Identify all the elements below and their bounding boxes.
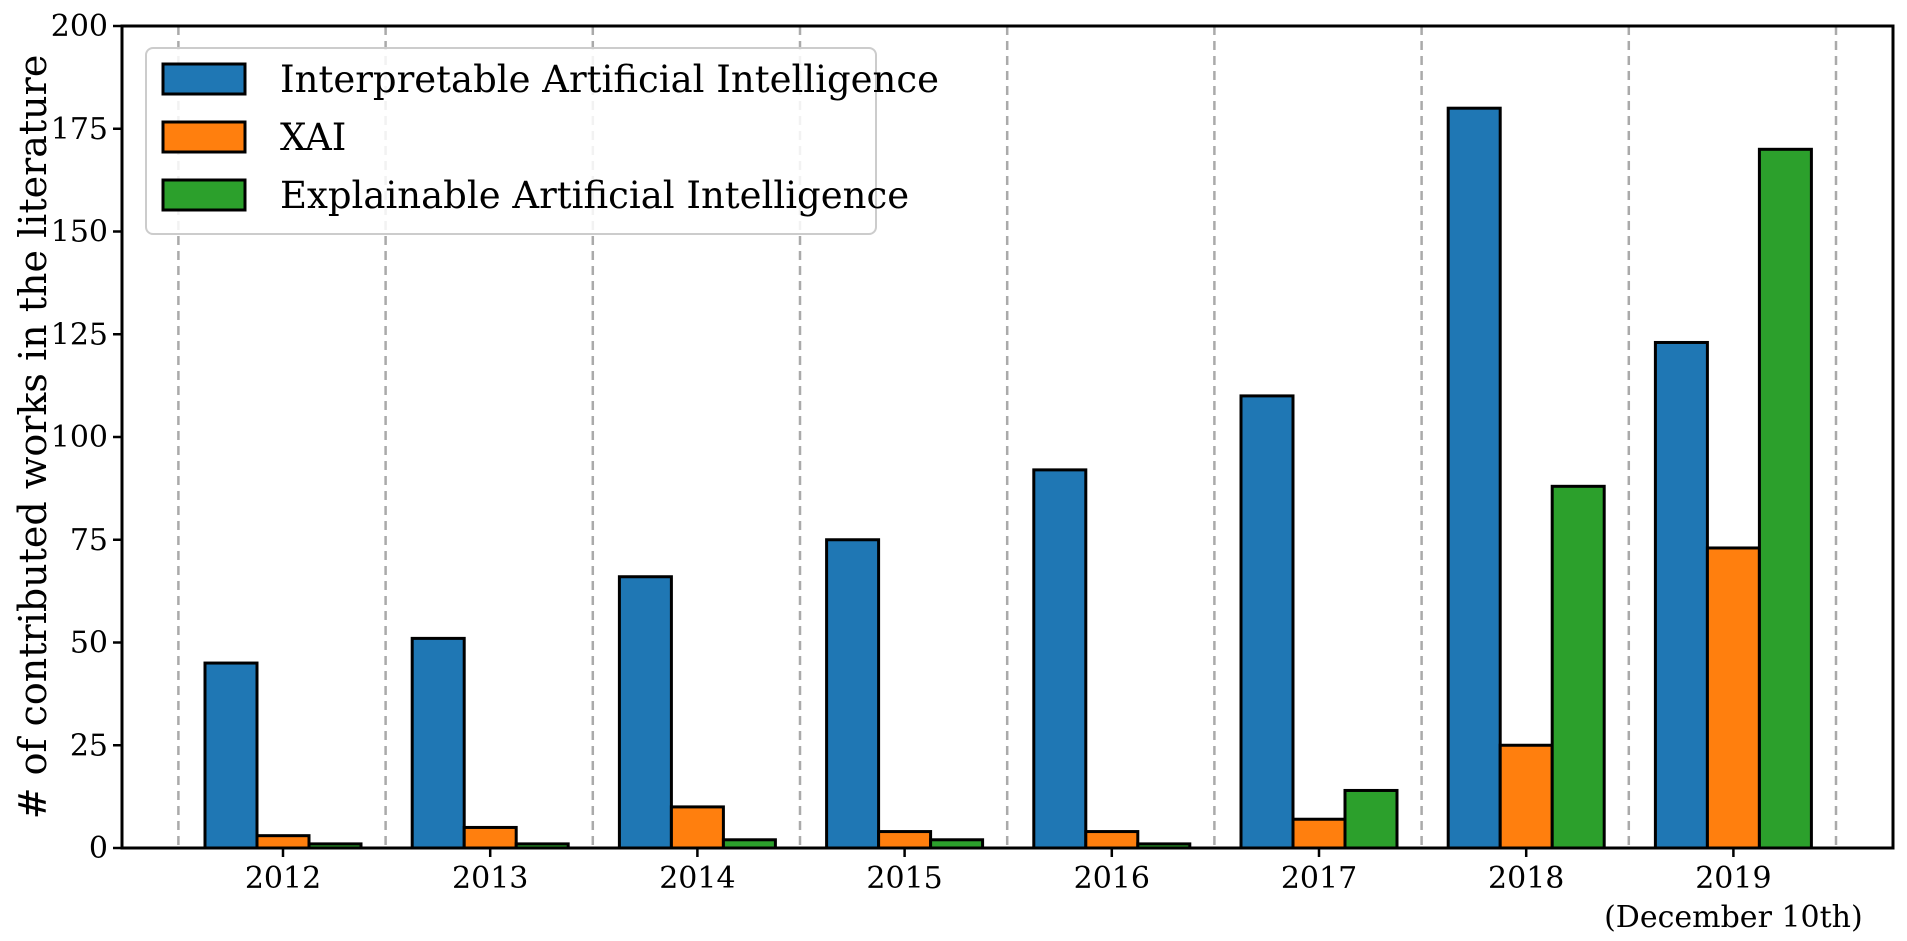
bar-interpretable-artificial-intelligence-2017	[1239, 394, 1295, 850]
bar-xai-2013	[462, 825, 518, 850]
x-tick-sublabel: (December 10th)	[1604, 900, 1863, 935]
bar-xai-2012	[255, 834, 311, 850]
y-tick-label: 200	[51, 9, 108, 44]
legend-swatch	[161, 178, 247, 212]
x-tick-label: 2016	[1074, 861, 1150, 896]
bar-interpretable-artificial-intelligence-2018	[1446, 106, 1502, 850]
bar-interpretable-artificial-intelligence-2016	[1032, 468, 1088, 850]
bar-interpretable-artificial-intelligence-2013	[410, 636, 466, 850]
y-tick-label: 175	[51, 112, 108, 147]
bar-xai-2015	[877, 830, 933, 850]
y-tick-label: 75	[70, 523, 108, 558]
x-tick-label: 2019	[1695, 861, 1771, 896]
legend-label: Interpretable Artificial Intelligence	[280, 58, 939, 101]
x-tick-label: 2015	[866, 861, 942, 896]
bar-interpretable-artificial-intelligence-2012	[203, 661, 259, 850]
y-axis-label: # of contributed works in the literature	[11, 55, 55, 820]
bar-interpretable-artificial-intelligence-2019	[1653, 340, 1709, 850]
legend: Interpretable Artificial Intelligence XAI…	[145, 47, 939, 235]
x-tick-label: 2013	[452, 861, 528, 896]
bar-interpretable-artificial-intelligence-2015	[825, 538, 881, 850]
x-axis: 2012 2013 2014 2015 2016 2017 2018 2019 (Decembe…	[245, 848, 1863, 935]
y-tick-label: 50	[70, 626, 108, 661]
bar-marks	[203, 106, 1813, 850]
y-tick-label: 0	[89, 831, 108, 866]
bar-explainable-artificial-intelligence-2017	[1343, 788, 1399, 850]
bar-xai-2017	[1291, 817, 1347, 850]
x-tick-label: 2017	[1281, 861, 1357, 896]
bar-interpretable-artificial-intelligence-2014	[617, 575, 673, 850]
y-tick-label: 100	[51, 420, 108, 455]
y-tick-label: 150	[51, 215, 108, 250]
legend-swatch	[161, 62, 247, 96]
y-tick-label: 25	[70, 728, 108, 763]
y-tick-label: 125	[51, 317, 108, 352]
y-axis: 0 25 50 75 100 125 150 175 200	[51, 9, 122, 866]
bar-xai-2016	[1084, 830, 1140, 850]
legend-label: Explainable Artificial Intelligence	[280, 174, 909, 217]
bar-xai-2014	[669, 805, 725, 850]
x-tick-label: 2014	[659, 861, 735, 896]
legend-label: XAI	[280, 116, 346, 159]
legend-swatch	[161, 120, 247, 154]
x-tick-label: 2012	[245, 861, 321, 896]
bar-explainable-artificial-intelligence-2019	[1757, 147, 1813, 850]
bar-explainable-artificial-intelligence-2018	[1550, 484, 1606, 850]
x-tick-label: 2018	[1488, 861, 1564, 896]
bar-xai-2018	[1498, 743, 1554, 850]
legend-box	[145, 47, 877, 235]
bar-xai-2019	[1705, 546, 1761, 850]
